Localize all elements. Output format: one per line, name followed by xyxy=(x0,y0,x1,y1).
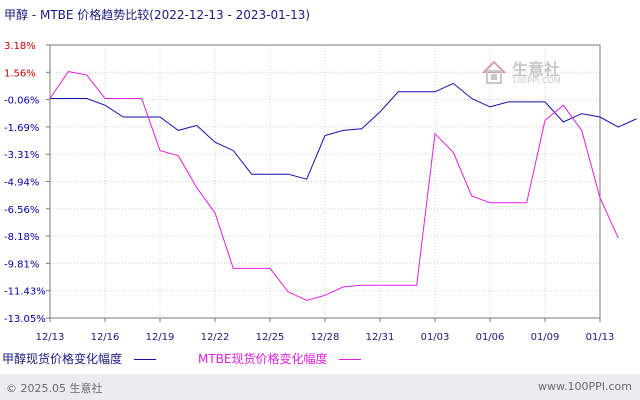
copyright-text: © 2025.05 生意社 xyxy=(6,382,103,395)
watermark-subtext: 100PPI.COM xyxy=(512,76,561,85)
x-tick-label: 01/13 xyxy=(586,332,615,343)
y-tick-label: 1.56% xyxy=(4,68,36,79)
y-tick-label: -9.81% xyxy=(4,259,39,270)
x-tick-labels: 12/13 12/16 12/19 12/22 12/25 12/28 12/31 01/03… xyxy=(36,332,615,343)
series-line-methanol xyxy=(50,82,637,180)
y-tick-label: -4.94% xyxy=(4,178,39,189)
x-tick-label: 12/25 xyxy=(256,332,285,343)
y-tick-label: -8.18% xyxy=(4,232,39,243)
legend-item-mtbe: MTBE现货价格变化幅度 xyxy=(198,350,362,367)
legend-label-mtbe: MTBE现货价格变化幅度 xyxy=(198,352,328,366)
site-link[interactable]: www.100PPI.com xyxy=(538,380,632,393)
legend-swatch-methanol xyxy=(133,359,156,360)
x-tick-label: 12/28 xyxy=(311,332,340,343)
y-tick-label: -13.05% xyxy=(4,314,46,325)
line-chart: 3.18% 1.56% -0.06% -1.69% -3.31% -4.94% -6.56%… xyxy=(4,41,637,343)
x-tick-label: 01/03 xyxy=(421,332,450,343)
legend-label-methanol: 甲醇现货价格变化幅度 xyxy=(2,352,123,366)
legend-swatch-mtbe xyxy=(339,359,362,360)
legend-item-methanol: 甲醇现货价格变化幅度 xyxy=(2,350,156,367)
y-tick-label: -3.31% xyxy=(4,150,39,161)
x-tick-label: 01/09 xyxy=(531,332,560,343)
watermark-logo: 生意社 100PPI.COM xyxy=(480,56,580,92)
y-tick-label: -0.06% xyxy=(4,96,39,107)
x-tick-label: 12/13 xyxy=(36,332,65,343)
x-tick-label: 12/19 xyxy=(146,332,175,343)
plot-frame xyxy=(49,44,601,319)
series xyxy=(49,71,637,301)
footer-bar: © 2025.05 生意社 www.100PPI.com xyxy=(0,374,640,400)
y-tick-label: -6.56% xyxy=(4,205,39,216)
x-tick-label: 12/31 xyxy=(366,332,395,343)
x-tick-label: 12/22 xyxy=(201,332,230,343)
y-tick-label: -11.43% xyxy=(4,287,46,298)
y-tick-label: 3.18% xyxy=(4,41,36,52)
grid xyxy=(50,45,600,318)
series-line-mtbe xyxy=(49,71,619,301)
watermark-text: 生意社 xyxy=(512,60,561,79)
house-logo-icon xyxy=(481,60,507,84)
x-tick-label: 01/06 xyxy=(476,332,505,343)
y-tick-labels: 3.18% 1.56% -0.06% -1.69% -3.31% -4.94% -6.56%… xyxy=(4,41,46,325)
y-tick-label: -1.69% xyxy=(4,123,39,134)
axes xyxy=(46,44,601,322)
chart-title: 甲醇 - MTBE 价格趋势比较(2022-12-13 - 2023-01-13… xyxy=(4,8,311,22)
x-tick-label: 12/16 xyxy=(91,332,120,343)
